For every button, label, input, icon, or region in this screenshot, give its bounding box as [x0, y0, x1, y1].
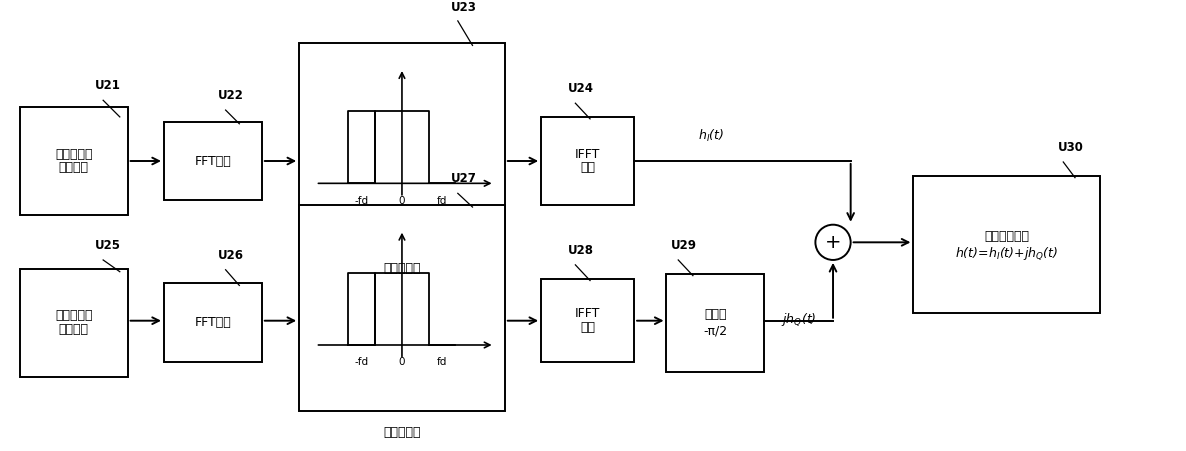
Text: FFT变换: FFT变换: [195, 316, 231, 329]
Text: -fd: -fd: [355, 196, 369, 206]
Text: U24: U24: [568, 83, 593, 95]
Text: +: +: [824, 233, 841, 252]
Text: IFFT: IFFT: [575, 147, 600, 161]
Text: U21: U21: [95, 79, 121, 92]
Bar: [20, 107, 128, 215]
Text: 平坦滤波器: 平坦滤波器: [383, 426, 421, 438]
Bar: [299, 205, 505, 411]
Text: 平坦衰落信道: 平坦衰落信道: [984, 230, 1029, 243]
Bar: [913, 176, 1099, 313]
Text: 高斯白噪声: 高斯白噪声: [55, 309, 93, 322]
Bar: [667, 274, 765, 372]
Text: fd: fd: [436, 357, 447, 368]
Text: U28: U28: [568, 244, 593, 257]
Text: U23: U23: [451, 1, 477, 14]
Bar: [299, 43, 505, 249]
Text: 变换: 变换: [580, 161, 595, 175]
Text: -fd: -fd: [355, 357, 369, 368]
Text: 高斯白噪声: 高斯白噪声: [55, 147, 93, 161]
Text: IFFT: IFFT: [575, 307, 600, 320]
Text: U25: U25: [95, 239, 121, 252]
Text: 随机序列: 随机序列: [59, 323, 89, 336]
Bar: [164, 122, 262, 200]
Text: U27: U27: [451, 172, 477, 185]
Text: 变换: 变换: [580, 321, 595, 334]
Text: FFT变换: FFT变换: [195, 155, 231, 167]
Text: 随机序列: 随机序列: [59, 161, 89, 175]
Bar: [20, 269, 128, 377]
Text: h(t)=h$_I$(t)+jh$_Q$(t): h(t)=h$_I$(t)+jh$_Q$(t): [955, 246, 1058, 262]
Text: -π/2: -π/2: [703, 325, 727, 338]
Text: U30: U30: [1058, 141, 1084, 154]
Text: 0: 0: [398, 357, 406, 368]
Text: U29: U29: [670, 239, 696, 252]
Text: 平坦滤波器: 平坦滤波器: [383, 262, 421, 275]
Bar: [164, 284, 262, 362]
Text: U26: U26: [218, 249, 244, 262]
Bar: [541, 279, 635, 362]
Text: h$_I$(t): h$_I$(t): [697, 128, 725, 144]
Text: U22: U22: [218, 89, 243, 102]
Text: 0: 0: [398, 196, 406, 206]
Text: fd: fd: [436, 196, 447, 206]
Text: 转向器: 转向器: [704, 308, 727, 321]
Text: jh$_Q$(t): jh$_Q$(t): [782, 311, 817, 327]
Bar: [541, 117, 635, 205]
